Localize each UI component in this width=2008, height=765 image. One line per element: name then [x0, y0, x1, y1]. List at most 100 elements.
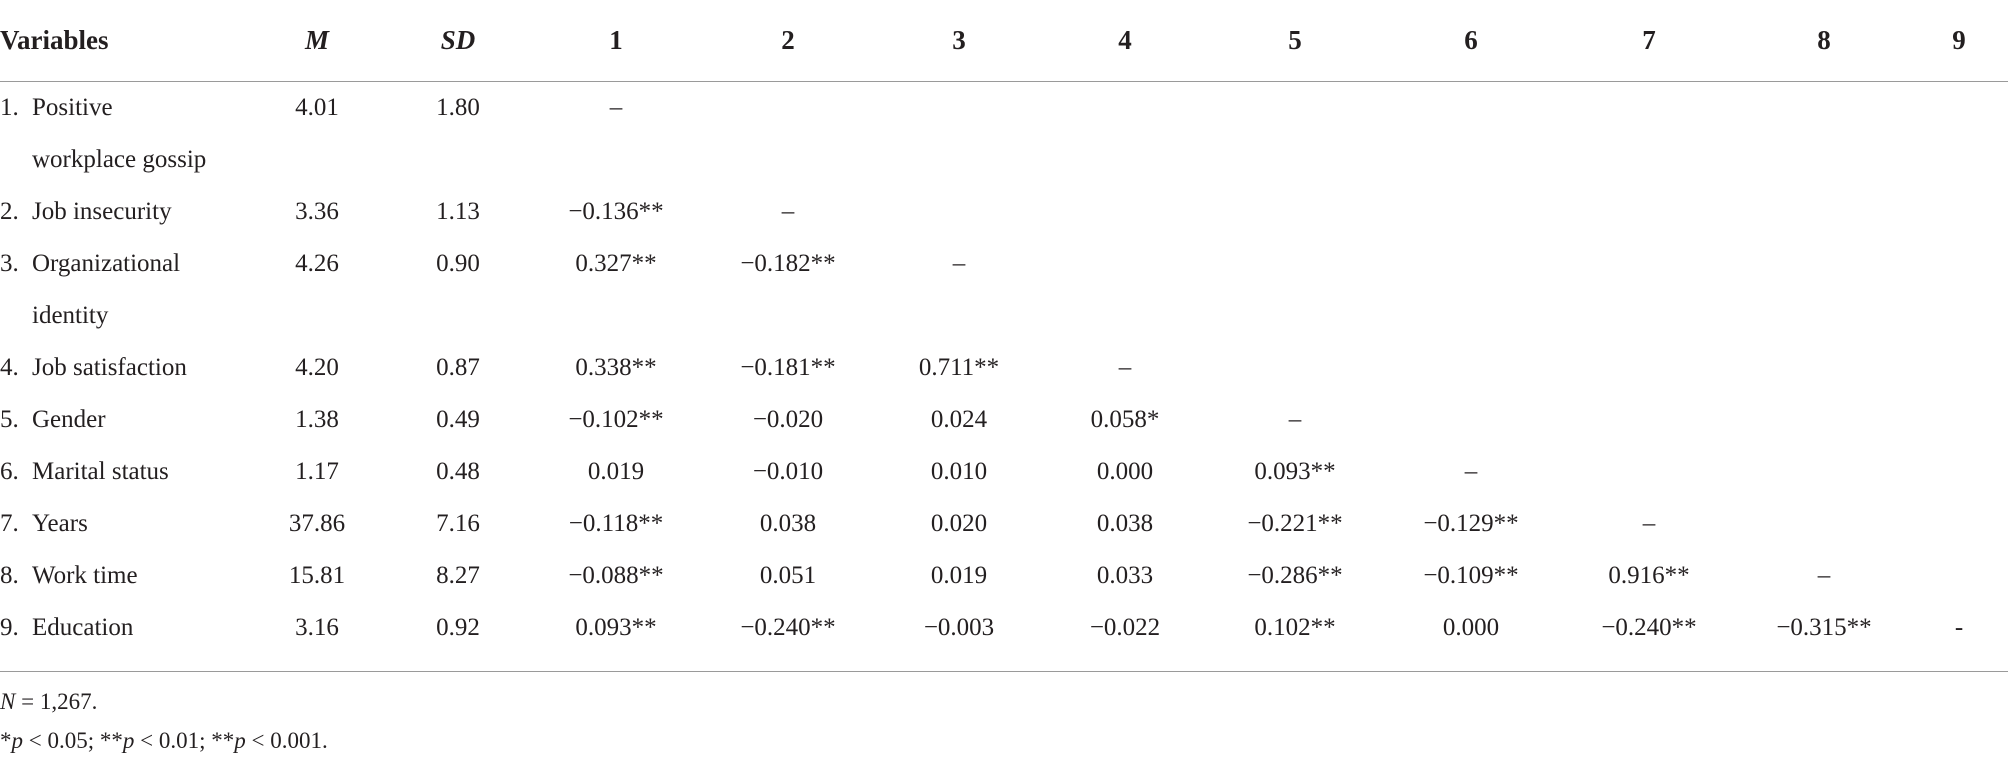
value-cell: 4.01: [295, 94, 339, 121]
variable-number: 8.: [0, 562, 19, 589]
empty-cell: [1042, 186, 1208, 238]
empty-cell: [876, 82, 1042, 187]
value-cell: 0.038: [759, 510, 817, 537]
table-row: 1. Positive workplace gossip 4.01 1.80 –: [0, 82, 2008, 187]
value-cell: 0.338**: [575, 354, 657, 381]
variable-name: Job insecurity: [32, 198, 172, 225]
empty-cell: [1560, 82, 1738, 187]
empty-cell: [1560, 394, 1738, 446]
empty-cell: [1738, 82, 1910, 187]
value-cell: 1.13: [436, 198, 480, 225]
value-cell: 1.17: [295, 458, 339, 485]
value-cell: –: [1288, 406, 1302, 433]
empty-cell: [1560, 446, 1738, 498]
value-cell: 0.010: [930, 458, 988, 485]
value-cell: 0.033: [1096, 562, 1154, 589]
empty-cell: [1208, 342, 1382, 394]
value-cell: –: [952, 250, 966, 277]
value-cell: –: [609, 94, 623, 121]
header-cell: SD: [384, 0, 532, 82]
variable-name: Years: [32, 510, 88, 537]
value-cell: 3.16: [250, 602, 384, 672]
empty-cell: [1738, 394, 1910, 446]
variable-cell: 7. Years: [0, 498, 250, 550]
variable-number: 7.: [0, 510, 19, 537]
empty-cell: [1910, 550, 2008, 602]
header-cell: Variables: [0, 0, 250, 82]
value-cell: 0.093**: [1254, 458, 1336, 485]
value-cell: 4.26: [295, 250, 339, 277]
value-cell: 8.27: [436, 562, 480, 589]
header-cell: 7: [1560, 0, 1738, 82]
variable-cell: 3. Organizational identity: [0, 238, 250, 342]
empty-cell: [1910, 186, 2008, 238]
header-cell: 9: [1910, 0, 2008, 82]
value-cell: –: [1464, 458, 1478, 485]
note-text: p: [122, 728, 135, 753]
variable-cell: 5. Gender: [0, 394, 250, 446]
empty-cell: [1560, 342, 1738, 394]
value-cell: 0.000: [1096, 458, 1154, 485]
empty-cell: [1382, 394, 1560, 446]
table-row: 5. Gender 1.38 0.49 −0.102** −0.020 0.024 0.058…: [0, 394, 2008, 446]
value-cell: 0.038: [1096, 510, 1154, 537]
note-line: N = 1,267.: [0, 682, 2008, 721]
value-cell: 3.36: [295, 198, 339, 225]
value-cell: 0.49: [436, 406, 480, 433]
empty-cell: [1560, 186, 1738, 238]
table-row: 3. Organizational identity 4.26 0.90 0.327**…: [0, 238, 2008, 342]
variable-cell: 4. Job satisfaction: [0, 342, 250, 394]
header-cell: 4: [1042, 0, 1208, 82]
header-cell: 2: [700, 0, 876, 82]
empty-cell: [1910, 446, 2008, 498]
empty-cell: [1382, 342, 1560, 394]
empty-cell: [1042, 238, 1208, 342]
variable-cell: 9. Education: [0, 602, 250, 672]
variable-cell: 2. Job insecurity: [0, 186, 250, 238]
value-cell: −0.088**: [568, 562, 664, 589]
value-cell: −0.181**: [740, 354, 836, 381]
variable-number: 5.: [0, 406, 19, 433]
value-cell: 0.020: [930, 510, 988, 537]
value-cell: 7.16: [436, 510, 480, 537]
value-cell: 0.87: [436, 354, 480, 381]
variable-number: 6.: [0, 458, 19, 485]
header-cell: M: [250, 0, 384, 82]
empty-cell: [1382, 238, 1560, 342]
value-cell: 0.102**: [1208, 602, 1382, 672]
empty-cell: [1738, 446, 1910, 498]
note-text: < 0.05; **: [23, 728, 123, 753]
value-cell: −0.109**: [1423, 562, 1519, 589]
header-cell: 6: [1382, 0, 1560, 82]
value-cell: 1.80: [436, 94, 480, 121]
value-cell: 0.90: [436, 250, 480, 277]
value-cell: −0.010: [752, 458, 824, 485]
table-row: 7. Years 37.86 7.16 −0.118** 0.038 0.020 0.038 −…: [0, 498, 2008, 550]
header-cell: 8: [1738, 0, 1910, 82]
value-cell: −0.003: [876, 602, 1042, 672]
variable-cell: 6. Marital status: [0, 446, 250, 498]
value-cell: −0.129**: [1423, 510, 1519, 537]
variable-cell: 8. Work time: [0, 550, 250, 602]
empty-cell: [1738, 186, 1910, 238]
value-cell: 0.093**: [532, 602, 700, 672]
table-notes: N = 1,267. *p < 0.05; **p < 0.01; **p < 0…: [0, 672, 2008, 760]
empty-cell: [1042, 82, 1208, 187]
header-cell: 3: [876, 0, 1042, 82]
note-text: N: [0, 689, 16, 714]
table-body: 1. Positive workplace gossip 4.01 1.80 – 2. Jo…: [0, 82, 2008, 672]
empty-cell: [1910, 394, 2008, 446]
variable-number: 3.: [0, 250, 19, 277]
value-cell: –: [1642, 510, 1656, 537]
empty-cell: [1208, 82, 1382, 187]
value-cell: 37.86: [288, 510, 346, 537]
value-cell: 0.92: [384, 602, 532, 672]
header-cell: 1: [532, 0, 700, 82]
empty-cell: [1738, 498, 1910, 550]
table-row: 9. Education 3.16 0.92 0.093** −0.240** −0.003…: [0, 602, 2008, 672]
empty-cell: [700, 82, 876, 187]
variable-name: Marital status: [32, 458, 169, 485]
empty-cell: [1910, 498, 2008, 550]
value-cell: 0.019: [930, 562, 988, 589]
